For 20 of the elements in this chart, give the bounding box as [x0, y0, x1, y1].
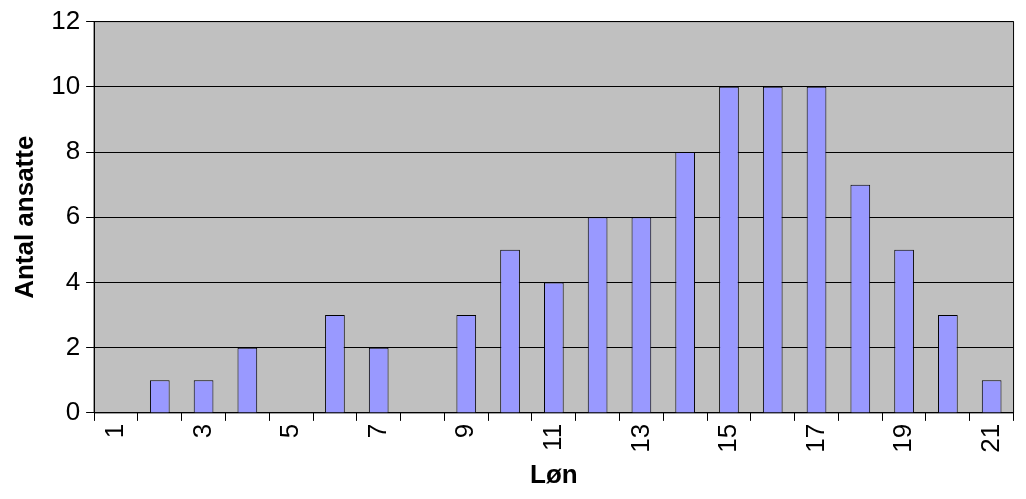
x-tick-label: 1 [99, 423, 130, 439]
y-tick-label: 0 [65, 396, 81, 427]
x-tick-label: 9 [449, 423, 480, 439]
y-tick-label: 8 [65, 135, 81, 166]
y-tick-label: 2 [65, 330, 81, 361]
x-tick-label: 7 [361, 423, 392, 439]
x-tick-label: 11 [537, 423, 568, 451]
x-tick-label: 17 [799, 423, 830, 453]
y-tick-label: 6 [65, 200, 81, 231]
x-tick-label: 13 [624, 423, 655, 453]
x-tick-label: 3 [186, 423, 217, 439]
y-axis-title: Antal ansatte [8, 135, 39, 299]
x-tick-label: 5 [274, 423, 305, 439]
y-tick-label: 12 [51, 4, 81, 35]
y-tick-label: 10 [51, 69, 81, 100]
x-tick-label: 19 [887, 423, 918, 453]
x-axis-title: Løn [530, 458, 578, 489]
x-tick-label: 21 [974, 423, 1005, 453]
x-tick-label: 15 [712, 423, 743, 453]
y-tick-label: 4 [65, 265, 81, 296]
